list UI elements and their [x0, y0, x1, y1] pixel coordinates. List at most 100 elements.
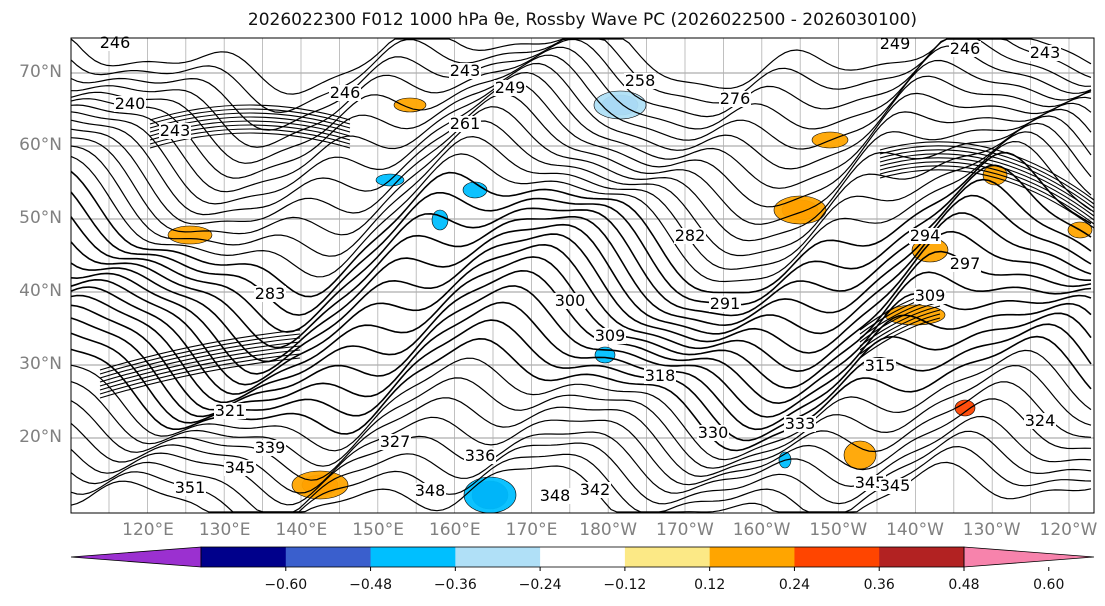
lon-label: 140°E [275, 520, 328, 540]
contour-label-bg [624, 73, 656, 89]
colorbar-segment [370, 547, 456, 567]
colorbar-segment [879, 547, 965, 567]
colorbar-segment [201, 547, 287, 567]
colorbar-segment [794, 547, 880, 567]
contour-label: 339 [255, 438, 286, 457]
contour-label: 246 [330, 83, 361, 102]
colorbar-tick-label: 0.36 [863, 577, 895, 593]
contour-label: 243 [450, 61, 481, 80]
theta-e-contour [70, 164, 1092, 316]
contour-label: 327 [380, 432, 411, 451]
contour-label-bg [539, 488, 571, 504]
theta-e-contour [70, 461, 1092, 513]
contour-label: 342 [580, 480, 611, 499]
contour-label: 246 [950, 39, 981, 58]
colorbar-extend-high [963, 546, 1095, 568]
contour-label-bg [1029, 45, 1061, 61]
contour-label: 345 [225, 458, 256, 477]
lon-label: 130°E [198, 520, 251, 540]
contour-label: 333 [785, 414, 816, 433]
theta-e-contour [70, 349, 1092, 461]
contour-label-bg [879, 36, 911, 52]
colorbar-tick-label: 0.24 [778, 577, 811, 593]
lat-label: 20°N [19, 427, 62, 447]
lon-label: 170°E [505, 520, 558, 540]
frontal-contour [879, 153, 1095, 213]
theta-e-contour [70, 243, 1092, 386]
theta-e-contour [70, 120, 1092, 257]
frontal-contour [879, 157, 1095, 217]
contour-label: 330 [698, 423, 729, 442]
colorbar-segment [624, 547, 711, 567]
theta-e-contour [70, 71, 1092, 193]
contour-label-bg [379, 434, 411, 450]
colorbar-outline [200, 546, 965, 568]
contour-label: 243 [160, 121, 191, 140]
contour-label-bg [784, 416, 816, 432]
contour-label: 324 [1025, 411, 1056, 430]
contour-label-bg [114, 96, 146, 112]
contour-label-bg [214, 403, 246, 419]
contour-label-bg [329, 85, 361, 101]
frontal-contour [99, 345, 301, 387]
colorbar-tick-label: 0.12 [694, 577, 726, 593]
contour-label: 283 [255, 284, 286, 303]
frontal-contour [859, 301, 941, 343]
colorbar-tick-label: −0.24 [518, 577, 562, 593]
map-title: 2026022300 F012 1000 hPa θe, Rossby Wave… [247, 10, 918, 30]
theta-e-contour [70, 381, 1092, 481]
contour-label-bg [644, 368, 676, 384]
frontal-contour [149, 104, 351, 121]
contour-label-bg [254, 286, 286, 302]
contour-label: 348 [540, 486, 571, 505]
contour-label-bg [879, 478, 911, 494]
frontal-contour [879, 145, 1095, 205]
contour-label: 300 [555, 291, 586, 310]
frontal-contour [99, 357, 301, 399]
lon-label: 160°W [732, 520, 791, 540]
colorbar-segment [709, 547, 795, 567]
contour-label-bg [949, 41, 981, 57]
contour-label-bg [494, 80, 526, 96]
contour-label-bg [719, 91, 751, 107]
contour-label: 249 [495, 78, 526, 97]
lat-label: 70°N [19, 62, 62, 82]
lon-label: 150°E [352, 520, 404, 540]
theta-e-contour [70, 364, 1092, 469]
anomaly-patch [594, 346, 616, 364]
contour-label: 348 [415, 481, 446, 500]
colorbar-tick-label: −0.36 [433, 577, 477, 593]
lon-label: 120°E [122, 520, 174, 540]
contour-label: 345 [880, 476, 911, 495]
frontal-contour [859, 313, 941, 355]
colorbar-tick-label: −0.48 [349, 577, 392, 593]
contour-label-bg [254, 440, 286, 456]
contour-label: 351 [175, 478, 206, 497]
lon-label: 160°E [428, 520, 481, 540]
map-border [70, 37, 1095, 514]
theta-e-contour [70, 151, 1092, 298]
frontal-contour [99, 329, 301, 371]
lat-label: 50°N [19, 208, 62, 228]
frontal-contour [99, 333, 301, 375]
contour-label-bg [414, 483, 446, 499]
frontal-contour [149, 132, 351, 149]
contour-label-bg [594, 328, 626, 344]
contour-label: 315 [865, 356, 896, 375]
contour-label-bg [579, 482, 611, 498]
contour-label-bg [99, 35, 131, 51]
contour-label: 282 [675, 226, 706, 245]
contour-label: 261 [450, 114, 481, 133]
contour-label-bg [449, 116, 481, 132]
contour-label-bg [224, 460, 256, 476]
theta-e-contour [70, 54, 1092, 164]
contour-label-bg [914, 288, 946, 304]
theta-e-contour [71, 45, 1092, 148]
contour-label: 291 [710, 294, 741, 313]
frontal-contour [99, 353, 301, 395]
frontal-contour [859, 305, 941, 347]
contour-label: 309 [595, 326, 626, 345]
